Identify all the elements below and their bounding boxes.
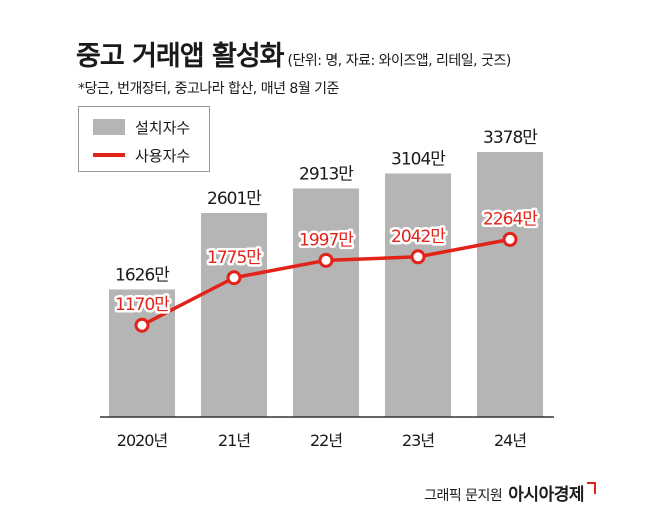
x-tick-label: 23년 [402, 431, 434, 450]
x-tick-label: 2020년 [117, 431, 168, 450]
chart-subtitle: (단위: 명, 자료: 와이즈앱, 리테일, 굿즈) [287, 53, 512, 69]
bar-value-label: 3104만 [391, 149, 446, 169]
bar-value-label: 2601만 [207, 189, 262, 209]
x-tick-label: 21년 [218, 431, 250, 450]
legend-bar-swatch [93, 119, 125, 135]
line-point-users [226, 270, 242, 286]
credit-text: 그래픽 문지원 [424, 488, 503, 504]
chart-header: 중고 거래앱 활성화 (단위: 명, 자료: 와이즈앱, 리테일, 굿즈) [76, 34, 511, 73]
line-value-label: 1775만 [207, 248, 262, 268]
brand-logo: 아시아경제 [508, 485, 584, 505]
line-value-label: 1997만 [299, 230, 354, 250]
x-tick-label: 24년 [494, 431, 526, 450]
line-point-users [502, 231, 518, 247]
bar-installs [477, 152, 543, 417]
line-value-label: 1170만 [115, 295, 170, 315]
bar-installs [293, 188, 359, 417]
line-point-users [410, 249, 426, 265]
chart-legend: 설치자수 사용자수 [78, 106, 210, 172]
legend-item-users: 사용자수 [79, 143, 209, 167]
bar-value-label: 3378만 [483, 128, 538, 148]
bar-installs [385, 173, 451, 417]
brand-mark-icon [587, 482, 596, 494]
bar-value-label: 2913만 [299, 164, 354, 184]
legend-line-swatch [93, 153, 125, 157]
line-value-label: 2264만 [483, 209, 538, 229]
chart-title: 중고 거래앱 활성화 [76, 41, 285, 72]
legend-item-installs: 설치자수 [79, 115, 209, 139]
bar-installs [109, 289, 175, 417]
bar-value-label: 1626만 [115, 265, 170, 285]
legend-label-installs: 설치자수 [135, 119, 191, 137]
line-point-users [134, 317, 150, 333]
x-tick-label: 22년 [310, 431, 342, 450]
legend-label-users: 사용자수 [135, 147, 191, 165]
chart-footnote: *당근, 번개장터, 중고나라 합산, 매년 8월 기준 [78, 81, 339, 97]
line-value-label: 2042만 [391, 227, 446, 247]
bar-installs [201, 212, 267, 417]
graphic-credit: 그래픽 문지원 아시아경제 [424, 480, 596, 505]
line-point-users [318, 252, 334, 268]
